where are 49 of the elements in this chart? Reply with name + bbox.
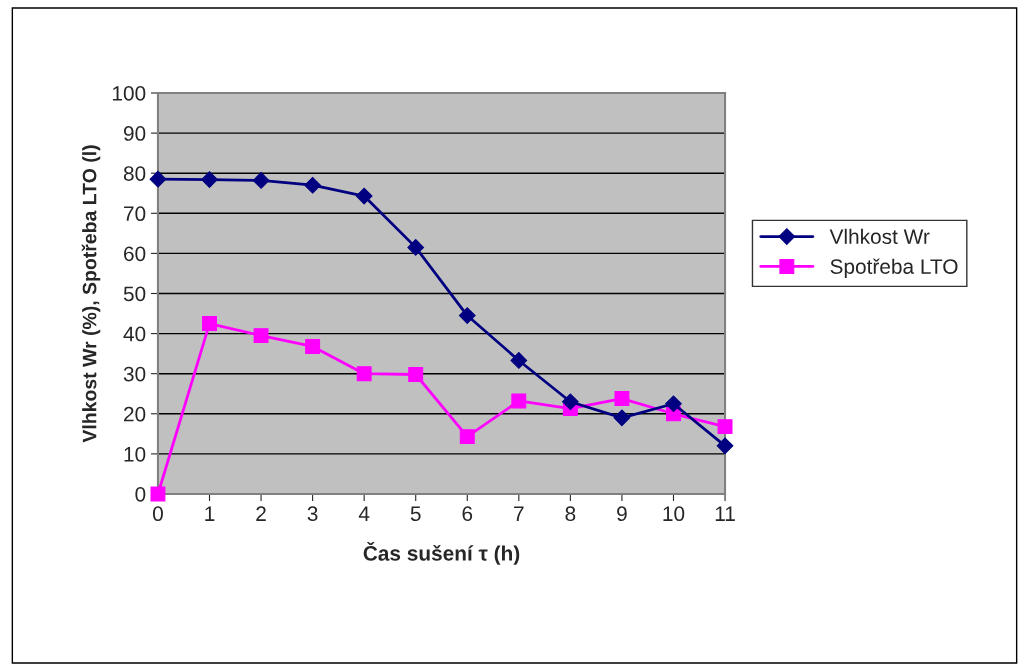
point — [510, 352, 528, 369]
x-tick-label: 6 — [462, 506, 473, 522]
y-tick-label: 30 — [123, 366, 146, 382]
x-tick-label: 5 — [410, 506, 421, 522]
legend-label: Vlhkost Wr — [829, 228, 930, 245]
point — [562, 393, 579, 411]
point — [716, 437, 734, 455]
point — [355, 187, 373, 205]
x-tick-label: 4 — [358, 506, 370, 521]
y-tick-label: 10 — [124, 446, 146, 462]
legend-label: Spotřeba LTO — [830, 258, 958, 279]
x-tick-label: 7 — [514, 506, 524, 521]
point — [717, 419, 733, 435]
y-tick-label: 70 — [124, 206, 146, 222]
x-axis-title: Čas sušení τ (h) — [363, 541, 520, 565]
x-tick-label: 0 — [152, 506, 163, 522]
point — [253, 328, 269, 344]
point — [407, 239, 425, 256]
x-tick-label: 2 — [256, 506, 266, 521]
y-tick-label: 100 — [112, 86, 146, 101]
y-tick-label: 80 — [123, 166, 146, 181]
point — [201, 171, 218, 188]
point — [408, 367, 424, 382]
point — [614, 391, 630, 407]
point — [305, 338, 321, 354]
point — [613, 409, 631, 427]
point — [459, 429, 475, 445]
x-tick-label: 11 — [715, 506, 735, 521]
y-tick-label: 50 — [123, 286, 146, 302]
x-tick-label: 3 — [307, 506, 318, 522]
point — [149, 170, 167, 188]
point — [511, 393, 527, 409]
point — [356, 366, 372, 382]
y-tick-label: 60 — [124, 246, 146, 262]
y-tick-label: 20 — [124, 406, 146, 422]
x-tick-label: 9 — [617, 506, 627, 522]
point — [458, 307, 476, 324]
point — [252, 172, 270, 189]
x-tick-label: 10 — [663, 506, 685, 522]
y-tick-label: 90 — [123, 126, 146, 141]
point — [304, 176, 321, 194]
point — [665, 395, 682, 413]
point — [150, 486, 166, 502]
x-tick-label: 1 — [205, 506, 215, 521]
y-tick-label: 40 — [123, 326, 146, 342]
y-tick-label: 0 — [135, 486, 146, 502]
x-tick-label: 8 — [565, 506, 576, 522]
y-axis-title: Vlhkost Wr (%), Spotřeba LTO (l) — [81, 145, 101, 443]
point — [202, 316, 217, 332]
